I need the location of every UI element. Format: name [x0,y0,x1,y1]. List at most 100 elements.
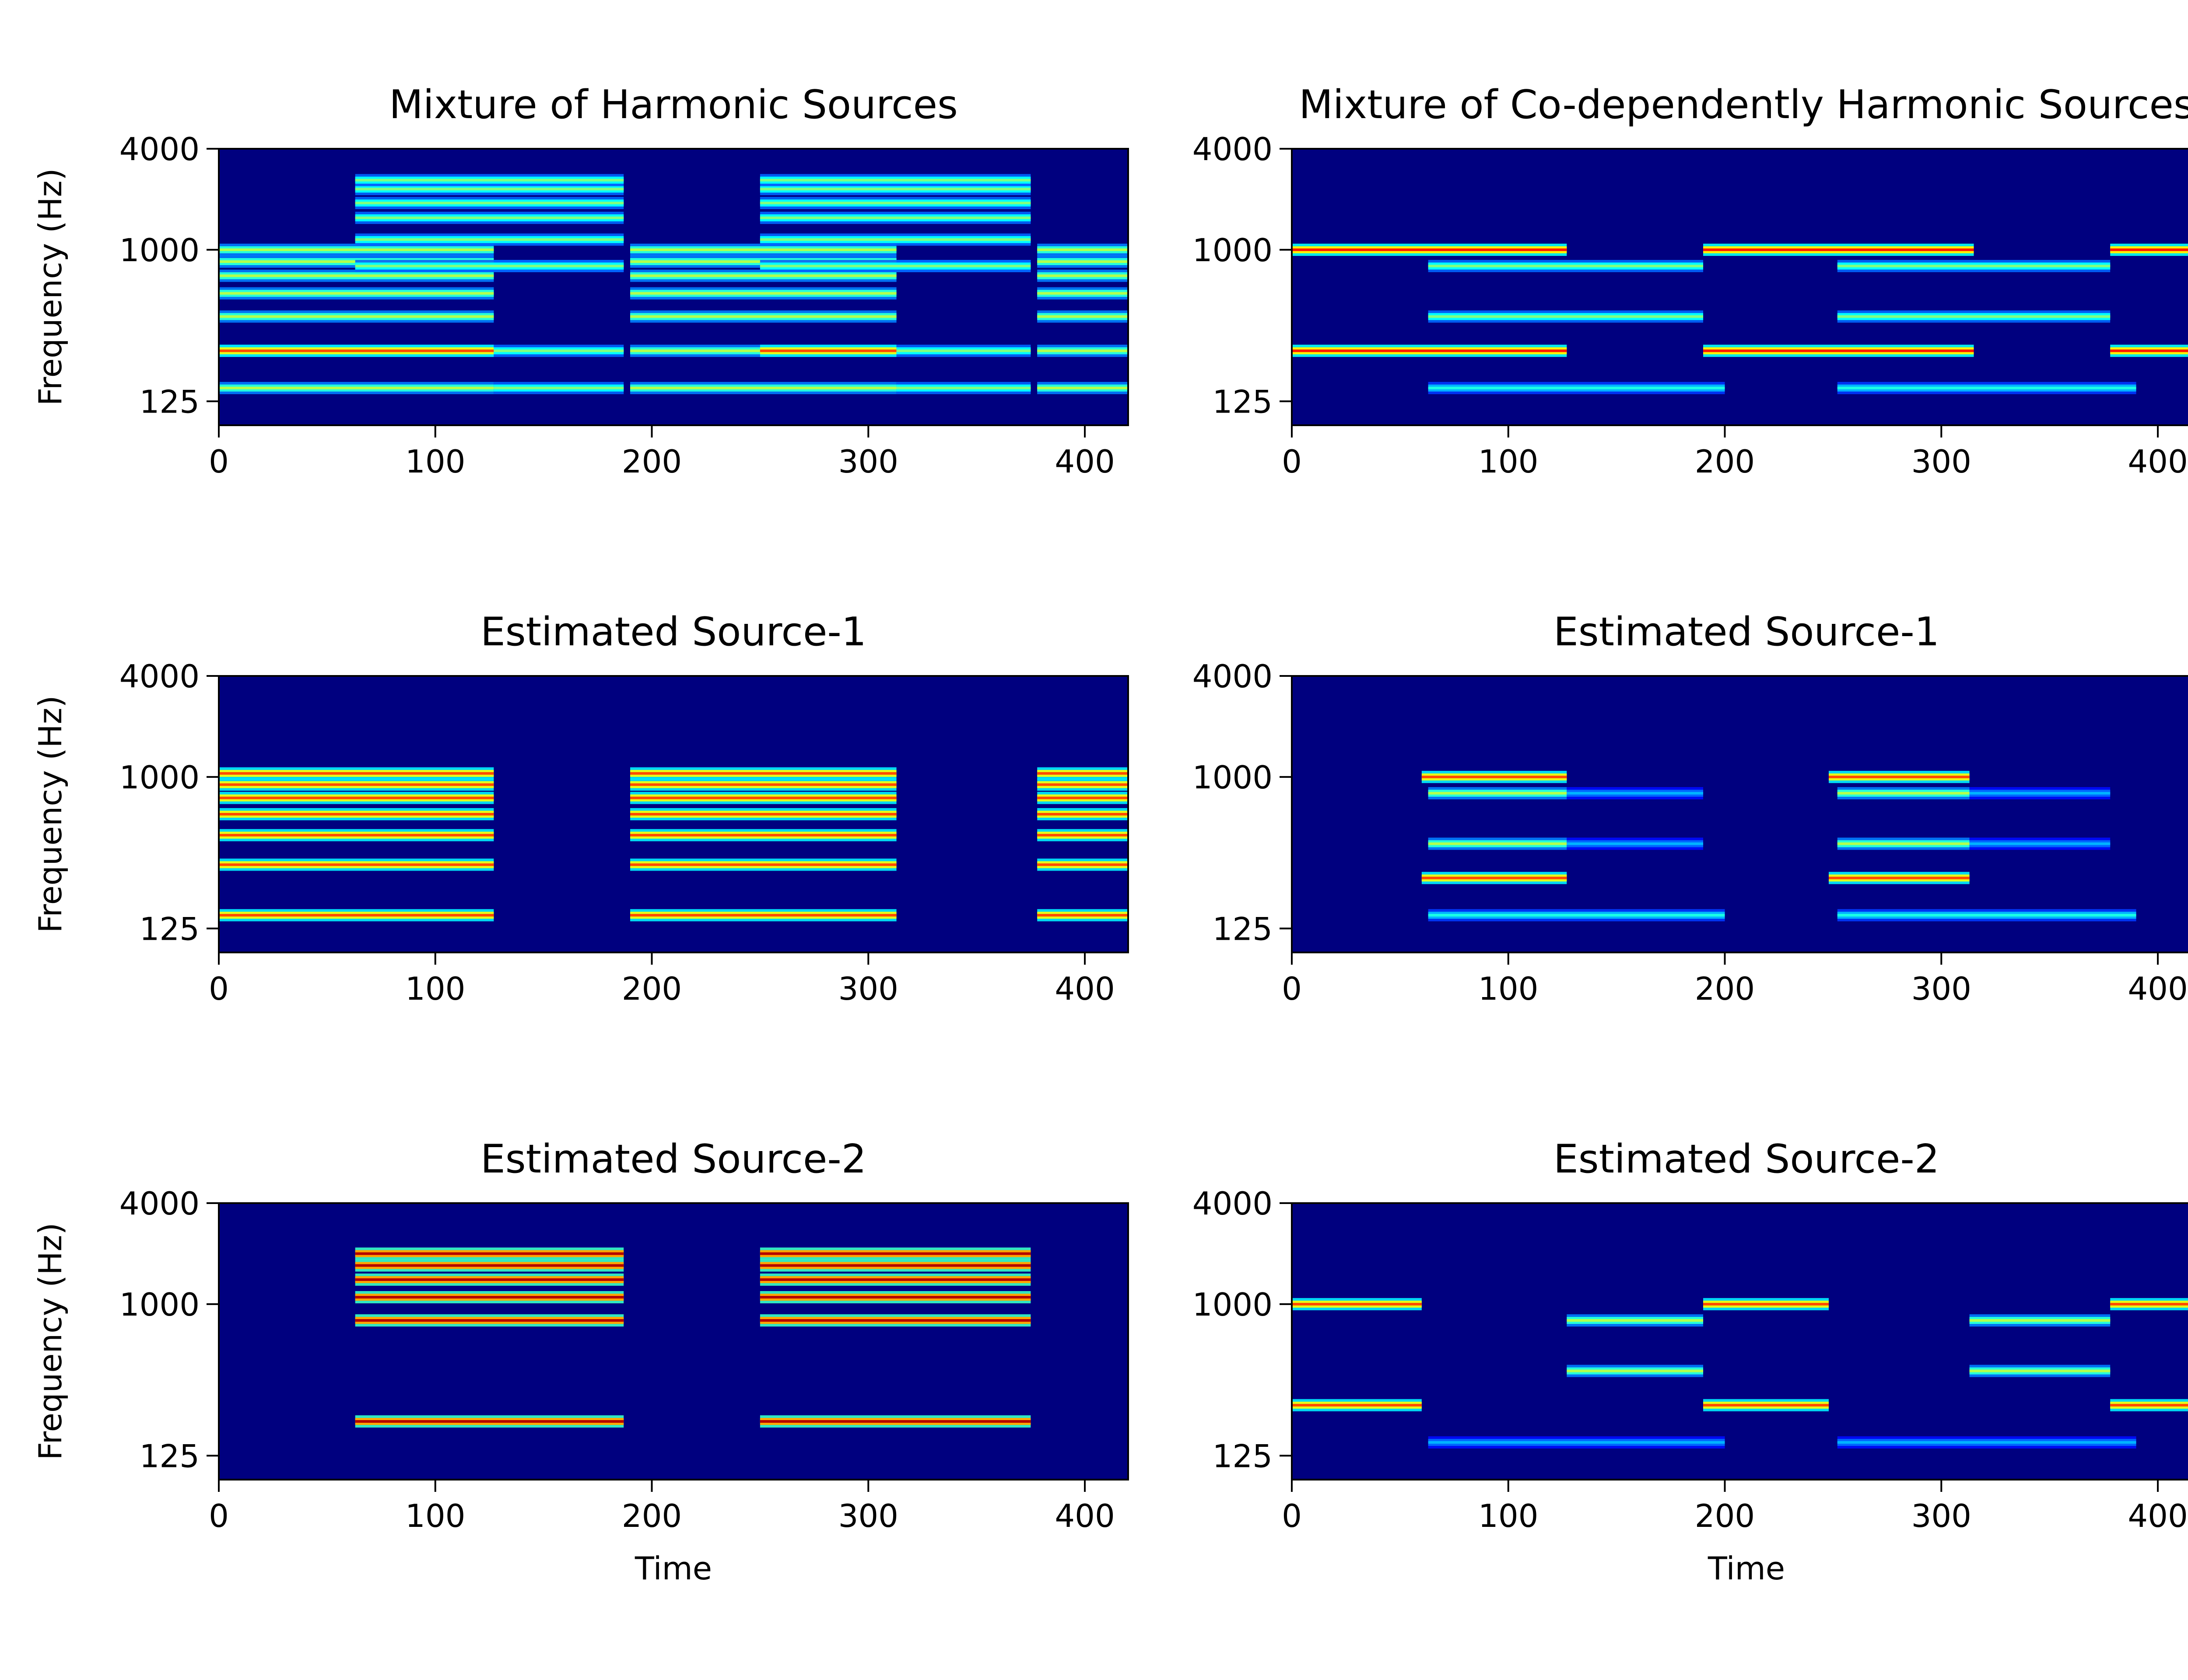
x-tick-label: 100 [405,443,465,480]
harmonic-partial-core [219,813,494,816]
harmonic-partial-core [219,274,494,277]
spectrogram-image [355,1247,1031,1428]
harmonic-partial-core [1837,386,2136,389]
harmonic-partial-core [1037,386,1128,389]
harmonic-partial-core [630,783,897,786]
harmonic-partial-core [630,914,897,917]
harmonic-partial-core [355,1420,624,1423]
harmonic-partial-core [355,1264,624,1267]
harmonic-partial-core [1567,842,1704,845]
harmonic-partial-core [355,1278,624,1281]
harmonic-partial-core [1037,813,1128,816]
x-tick-label: 300 [1911,1498,1971,1534]
harmonic-partial-core [1829,876,1970,879]
harmonic-partial-core [1292,349,1567,352]
y-tick-label: 4000 [119,1185,200,1222]
harmonic-partial-core [219,833,494,836]
harmonic-partial-core [1837,315,2111,318]
x-tick-label: 200 [1695,1498,1755,1534]
x-tick-label: 0 [1282,970,1302,1007]
x-tick-label: 100 [1478,1498,1538,1534]
harmonic-partial-core [896,349,1031,352]
x-tick-label: 400 [2128,970,2188,1007]
y-tick-label: 4000 [1192,1185,1273,1222]
harmonic-partial-core [630,292,897,295]
harmonic-partial-core [1829,775,1970,778]
x-axis-label: Time [1708,1550,1785,1587]
harmonic-partial-core [355,1296,624,1299]
harmonic-partial-core [760,1264,1031,1267]
x-tick-label: 200 [622,970,682,1007]
harmonic-partial-core [219,914,494,917]
subplot-4: 0 100 200 300 400 125 1000 4000 Estimated Source… [1192,609,2188,1007]
spectrogram-image [1421,770,2136,921]
harmonic-partial-core [1421,876,1567,879]
harmonic-partial-core [1037,292,1128,295]
harmonic-partial-core [1969,1369,2111,1372]
x-tick-label: 400 [1055,1498,1115,1534]
harmonic-partial-core [355,188,624,191]
harmonic-partial-core [1037,248,1128,251]
spectrogram-image [1292,1298,2188,1449]
harmonic-partial-core [630,274,897,277]
harmonic-partial-core [1037,772,1128,775]
harmonic-partial-core [630,772,897,775]
harmonic-partial-core [1837,914,2136,917]
x-tick-label: 200 [1695,970,1755,1007]
axes-frame [1291,675,2188,953]
harmonic-partial-core [1567,1369,1704,1372]
harmonic-partial-core [1037,796,1128,799]
harmonic-partial-core [1428,265,1704,268]
x-tick-label: 100 [405,970,465,1007]
y-tick-label: 1000 [1192,232,1273,269]
harmonic-partial-core [219,772,494,775]
harmonic-partial-core [760,1420,1031,1423]
harmonic-partial-core [1703,1404,1829,1407]
y-tick-label: 1000 [1192,759,1273,796]
subplot-title: Estimated Source-2 [1553,1136,1939,1182]
harmonic-partial-core [760,1296,1031,1299]
harmonic-partial-core [1837,842,1970,845]
subplot-6: 0 100 200 300 400 125 1000 4000 Estimated Source… [1192,1136,2188,1587]
harmonic-partial-core [219,796,494,799]
harmonic-partial-core [1703,349,1974,352]
harmonic-partial-core [1703,1302,1829,1306]
harmonic-partial-core [630,796,897,799]
harmonic-partial-core [1037,274,1128,277]
harmonic-partial-core [760,178,1031,182]
harmonic-partial-core [630,813,897,816]
harmonic-partial-core [1037,914,1128,917]
spectrogram-image [1292,243,2188,394]
harmonic-partial-core [630,386,897,389]
y-tick-label: 125 [1213,1438,1273,1474]
harmonic-partial-core [2110,1404,2188,1407]
harmonic-partial-core [2110,1302,2188,1306]
subplot-title: Estimated Source-1 [480,609,866,655]
harmonic-partial-core [219,315,494,318]
harmonic-partial-core [1037,863,1128,866]
harmonic-partial-core [1037,833,1128,836]
harmonic-partial-core [355,216,624,219]
x-tick-label: 0 [209,443,229,480]
harmonic-partial-core [355,265,624,268]
axes-frame [1291,148,2188,426]
harmonic-partial-core [760,349,897,352]
x-tick-label: 400 [2128,443,2188,480]
y-axis-label: Frequency (Hz) [32,1223,69,1460]
axes-frame [218,148,1129,426]
x-tick-label: 100 [405,1498,465,1534]
harmonic-partial-core [1292,1302,1422,1306]
harmonic-partial-core [1428,1441,1725,1444]
x-tick-label: 300 [1911,443,1971,480]
harmonic-partial-core [1037,260,1128,263]
subplot-1: 0 100 200 300 400 125 1000 4000 Mixture of Harmo… [32,82,1129,480]
harmonic-partial-core [630,248,897,251]
harmonic-partial-core [219,783,494,786]
harmonic-partial-core [1428,315,1704,318]
harmonic-partial-core [355,1252,624,1255]
x-tick-label: 200 [1695,443,1755,480]
x-axis-label: Time [635,1550,712,1587]
axes-frame [218,1202,1129,1480]
harmonic-partial-core [1567,792,1704,795]
